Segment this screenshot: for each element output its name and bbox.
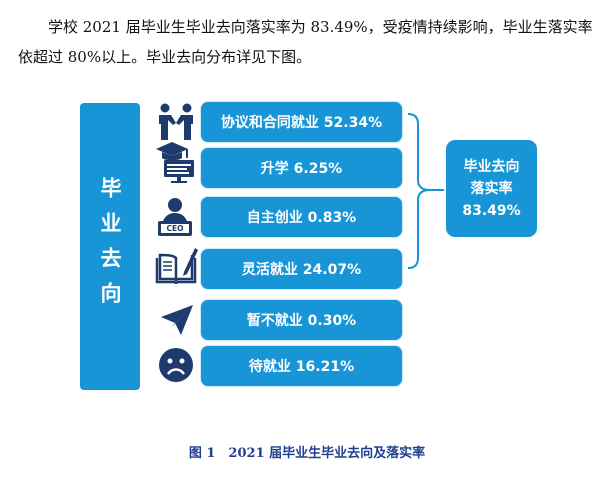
item-label: 待就业 16.21% bbox=[248, 359, 355, 375]
item-label: 自主创业 0.83% bbox=[246, 210, 357, 226]
result-line2: 落实率 bbox=[470, 180, 513, 197]
sad-face-icon bbox=[159, 348, 193, 382]
side-label-box: 毕业去向 bbox=[80, 103, 140, 390]
handshake-icon bbox=[159, 103, 193, 140]
item-label: 升学 6.25% bbox=[260, 161, 343, 177]
figure-caption: 图 1 2021 届毕业生毕业去向及落实率 bbox=[188, 446, 426, 461]
intro-paragraph: 学校 2021 届毕业生毕业去向落实率为 83.49%，受疫情持续影响，毕业生落… bbox=[18, 18, 593, 66]
ceo-badge-text: CEO bbox=[166, 224, 184, 233]
paper-plane-icon bbox=[161, 305, 193, 335]
item-self-employment: 自主创业 0.83% bbox=[201, 197, 402, 237]
result-line1: 毕业去向 bbox=[463, 158, 520, 175]
item-not-employed-yet: 暂不就业 0.30% bbox=[201, 300, 402, 340]
result-value: 83.49% bbox=[462, 202, 521, 219]
item-further-study: 升学 6.25% bbox=[201, 148, 402, 188]
item-flexible-employment: 灵活就业 24.07% bbox=[201, 249, 402, 289]
item-awaiting-employment: 待就业 16.21% bbox=[201, 346, 402, 386]
grouping-brace bbox=[407, 113, 444, 269]
book-pen-icon bbox=[155, 248, 198, 285]
item-label: 暂不就业 0.30% bbox=[246, 313, 357, 329]
result-box: 毕业去向 落实率 83.49% bbox=[446, 140, 537, 237]
item-label: 协议和合同就业 52.34% bbox=[220, 115, 383, 131]
ceo-icon bbox=[158, 198, 192, 236]
side-label: 毕业去向 bbox=[98, 176, 122, 317]
graduation-cap-icon bbox=[156, 142, 194, 183]
item-contract-employment: 协议和合同就业 52.34% bbox=[201, 102, 402, 142]
item-label: 灵活就业 24.07% bbox=[241, 262, 362, 278]
